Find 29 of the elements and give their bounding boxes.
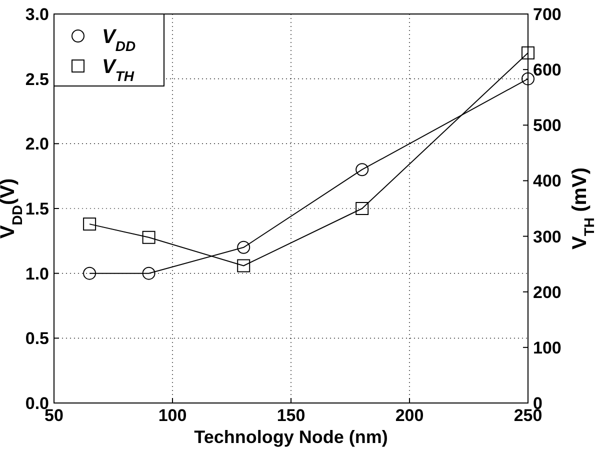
y2-tick-label: 300: [533, 227, 562, 246]
y2-tick-label: 200: [533, 282, 562, 302]
point: [522, 72, 534, 86]
point: [142, 230, 156, 244]
y2-tick-label: 100: [533, 338, 562, 358]
y-tick-label: 0.5: [25, 329, 49, 348]
x-tick-label: 150: [276, 406, 306, 425]
point: [83, 266, 96, 280]
legend-label: V$_{DD}$: [102, 26, 136, 54]
y2-tick-label: 400: [533, 172, 562, 191]
legend-label: V$_{TH}$: [102, 56, 135, 84]
point: [356, 163, 369, 176]
y-tick-label: 3.0: [25, 5, 49, 24]
point: [237, 259, 250, 272]
y2-tick-label: 500: [533, 116, 562, 136]
point: [83, 218, 96, 231]
y2-tick-label: 600: [533, 60, 562, 80]
point: [356, 202, 369, 215]
point: [142, 266, 156, 280]
y-tick-label: 1.0: [25, 264, 49, 284]
point: [237, 240, 250, 254]
x-axis-title: Technology Node (nm): [194, 427, 388, 447]
y-tick-label: 2.5: [25, 70, 49, 89]
y2-tick-label: 700: [533, 5, 562, 24]
x-tick-label: 200: [395, 406, 424, 425]
y-tick-label: 1.5: [25, 200, 49, 218]
x-tick-label: 100: [158, 406, 187, 425]
y-tick-label: 2.0: [25, 134, 49, 154]
point: [522, 46, 534, 60]
